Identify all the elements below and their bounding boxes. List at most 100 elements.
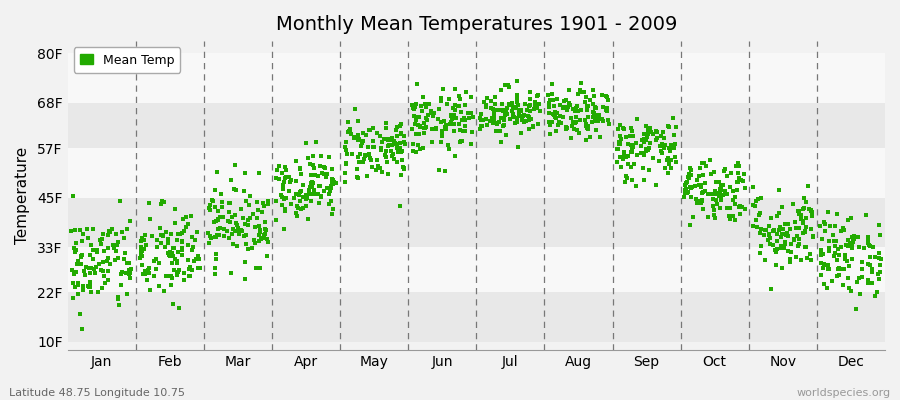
Point bbox=[516, 113, 530, 119]
Point bbox=[787, 236, 801, 242]
Point bbox=[822, 245, 836, 251]
Point bbox=[545, 119, 560, 126]
Point bbox=[734, 177, 749, 183]
Point bbox=[292, 165, 307, 171]
Point bbox=[495, 101, 509, 107]
Point bbox=[545, 80, 560, 87]
Point bbox=[230, 243, 245, 249]
Point bbox=[209, 234, 223, 240]
Point bbox=[406, 148, 420, 154]
Point bbox=[462, 115, 476, 121]
Point bbox=[394, 130, 409, 137]
Point bbox=[613, 133, 627, 140]
Point bbox=[514, 107, 528, 113]
Point bbox=[527, 102, 542, 108]
Point bbox=[834, 266, 849, 272]
Point bbox=[828, 243, 842, 249]
Point bbox=[778, 220, 793, 227]
Point bbox=[454, 117, 469, 123]
Point bbox=[552, 122, 566, 128]
Point bbox=[497, 122, 511, 128]
Point bbox=[500, 132, 514, 138]
Point bbox=[239, 240, 254, 247]
Point bbox=[770, 230, 785, 237]
Point bbox=[587, 110, 601, 116]
Point bbox=[95, 230, 110, 237]
Point bbox=[713, 186, 727, 192]
Point bbox=[277, 179, 292, 186]
Point bbox=[706, 196, 720, 202]
Point bbox=[788, 236, 802, 243]
Point bbox=[321, 154, 336, 160]
Point bbox=[582, 134, 597, 140]
Point bbox=[135, 252, 149, 259]
Point bbox=[114, 269, 129, 276]
Point bbox=[814, 272, 828, 278]
Point bbox=[510, 78, 525, 84]
Point bbox=[449, 114, 464, 121]
Point bbox=[384, 137, 399, 143]
Point bbox=[158, 244, 172, 250]
Point bbox=[486, 120, 500, 126]
Point bbox=[176, 216, 190, 222]
Point bbox=[303, 161, 318, 168]
Point bbox=[790, 233, 805, 240]
Point bbox=[872, 255, 886, 261]
Point bbox=[457, 117, 472, 123]
Point bbox=[257, 232, 272, 238]
Point bbox=[581, 123, 596, 130]
Point bbox=[66, 295, 80, 302]
Point bbox=[179, 224, 194, 230]
Point bbox=[275, 170, 290, 176]
Point bbox=[799, 214, 814, 221]
Point bbox=[354, 143, 368, 149]
Point bbox=[435, 131, 449, 138]
Point bbox=[590, 116, 605, 123]
Point bbox=[122, 271, 137, 277]
Point bbox=[624, 124, 638, 131]
Point bbox=[445, 115, 459, 122]
Point bbox=[796, 195, 811, 202]
Point bbox=[68, 226, 82, 233]
Point bbox=[369, 167, 383, 174]
Point bbox=[564, 135, 579, 142]
Point bbox=[302, 184, 317, 190]
Point bbox=[509, 92, 524, 98]
Point bbox=[325, 176, 339, 182]
Point bbox=[549, 128, 563, 134]
Point bbox=[699, 163, 714, 170]
Point bbox=[698, 188, 712, 194]
Point bbox=[611, 126, 625, 132]
Point bbox=[310, 191, 325, 198]
Point bbox=[864, 280, 878, 287]
Point bbox=[814, 223, 828, 229]
Point bbox=[346, 135, 361, 141]
Point bbox=[580, 103, 594, 110]
Point bbox=[456, 128, 471, 134]
Point bbox=[637, 139, 652, 146]
Point bbox=[362, 126, 376, 133]
Point bbox=[544, 97, 558, 103]
Point bbox=[302, 155, 316, 161]
Point bbox=[559, 126, 573, 132]
Point bbox=[757, 232, 771, 238]
Point bbox=[360, 173, 374, 180]
Point bbox=[682, 184, 697, 190]
Point bbox=[519, 118, 534, 124]
Point bbox=[847, 236, 861, 242]
Point bbox=[250, 215, 265, 221]
Point bbox=[522, 114, 536, 121]
Point bbox=[90, 247, 104, 254]
Point bbox=[832, 252, 847, 258]
Point bbox=[762, 232, 777, 238]
Point bbox=[754, 226, 769, 232]
Point bbox=[202, 205, 216, 212]
Point bbox=[503, 116, 517, 122]
Point bbox=[720, 191, 734, 197]
Point bbox=[871, 271, 886, 277]
Point bbox=[570, 127, 584, 134]
Point bbox=[454, 138, 468, 144]
Point bbox=[423, 108, 437, 114]
Point bbox=[325, 166, 339, 172]
Point bbox=[299, 192, 313, 199]
